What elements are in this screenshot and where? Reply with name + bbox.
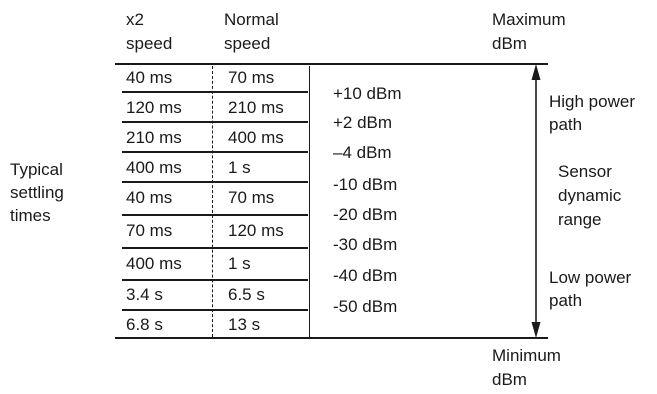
column-separator-dashed [212,66,213,337]
table-right-border [309,66,311,337]
power-level: +10 dBm [333,84,402,103]
normal-speed-cell: 70 ms [228,68,275,87]
normal-speed-cell: 1 s [228,158,251,177]
power-level: -30 dBm [333,235,398,254]
sensor-line3: range [558,210,602,229]
sensor-dynamic-range-label: Sensor dynamic range [558,160,621,232]
top-rule [115,63,548,66]
row-divider [122,181,308,183]
normal-speed-header-line2: speed [224,34,271,53]
minimum-dbm-label: Minimum dBm [492,344,561,392]
power-level: -20 dBm [333,205,398,224]
x2-speed-cell: 400 ms [126,158,182,177]
maximum-dbm-header-line2: dBm [492,34,527,53]
left-label-line3: times [10,206,51,225]
sensor-line2: dynamic [558,186,622,205]
power-level: +2 dBm [333,113,393,132]
bottom-rule [115,337,548,340]
normal-speed-cell: 400 ms [228,128,284,147]
x2-speed-cell: 3.4 s [126,285,163,304]
x2-speed-cell: 40 ms [126,68,173,87]
power-level: -50 dBm [333,297,398,316]
minimum-dbm-line1: Minimum [492,346,561,365]
row-divider [122,91,308,93]
row-divider [122,151,308,153]
maximum-dbm-header: Maximum dBm [492,8,566,56]
low-power-line2: path [549,291,583,310]
x2-speed-header-line1: x2 [126,10,144,29]
low-power-line1: Low power [549,268,632,287]
minimum-dbm-line2: dBm [492,370,527,389]
arrow-head-up-icon [531,64,541,80]
row-divider [122,309,308,311]
normal-speed-cell: 70 ms [228,188,275,207]
normal-speed-header: Normal speed [224,8,279,56]
arrow-head-down-icon [531,322,541,338]
x2-speed-cell: 40 ms [126,188,173,207]
typical-settling-times-label: Typical settling times [10,158,64,227]
normal-speed-cell: 1 s [228,254,251,273]
left-label-line1: Typical [10,160,63,179]
power-level: –4 dBm [333,143,392,162]
normal-speed-cell: 13 s [228,315,261,334]
high-power-line1: High power [549,92,635,111]
high-power-line2: path [549,115,583,134]
normal-speed-cell: 120 ms [228,221,284,240]
normal-speed-cell: 6.5 s [228,285,265,304]
row-divider [122,279,308,281]
x2-speed-cell: 70 ms [126,221,173,240]
x2-speed-cell: 6.8 s [126,315,163,334]
normal-speed-cell: 210 ms [228,98,284,117]
x2-speed-cell: 400 ms [126,254,182,273]
power-level: -40 dBm [333,266,398,285]
high-power-path-label: High power path [549,90,635,136]
sensor-line1: Sensor [558,162,612,181]
normal-speed-header-line1: Normal [224,10,279,29]
low-power-path-label: Low power path [549,266,631,312]
x2-speed-cell: 210 ms [126,128,182,147]
x2-speed-header-line2: speed [126,34,173,53]
row-divider [122,121,308,123]
row-divider [122,214,308,216]
power-level: -10 dBm [333,175,398,194]
left-label-line2: settling [10,183,64,202]
row-divider [122,247,308,249]
x2-speed-header: x2 speed [126,8,172,56]
x2-speed-cell: 120 ms [126,98,182,117]
maximum-dbm-header-line1: Maximum [492,10,566,29]
